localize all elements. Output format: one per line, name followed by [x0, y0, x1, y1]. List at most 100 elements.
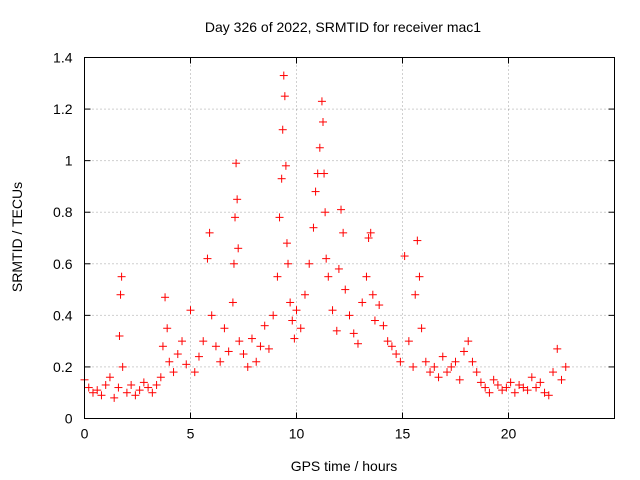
- data-point: [485, 388, 494, 397]
- data-point: [281, 161, 290, 170]
- data-point: [247, 334, 256, 343]
- data-point: [549, 368, 558, 377]
- data-point: [451, 357, 460, 366]
- data-point: [114, 383, 123, 392]
- data-point: [506, 378, 515, 387]
- data-point: [515, 380, 524, 389]
- data-point: [443, 368, 452, 377]
- grid: [84, 57, 615, 419]
- data-point: [252, 357, 261, 366]
- x-axis-label: GPS time / hours: [291, 458, 398, 474]
- data-point: [409, 362, 418, 371]
- data-point: [322, 254, 331, 263]
- data-point: [321, 208, 330, 217]
- data-point: [553, 344, 562, 353]
- x-tick-label: 15: [395, 426, 411, 442]
- data-point: [366, 228, 375, 237]
- data-point: [417, 324, 426, 333]
- data-point: [493, 380, 502, 389]
- data-point: [231, 213, 240, 222]
- data-point: [203, 254, 212, 263]
- data-point: [216, 357, 225, 366]
- data-point: [279, 71, 288, 80]
- data-point: [284, 259, 293, 268]
- data-point: [296, 324, 305, 333]
- data-point: [228, 298, 237, 307]
- plot-frame: [84, 57, 615, 419]
- data-point: [229, 259, 238, 268]
- data-point: [375, 301, 384, 310]
- data-point: [328, 306, 337, 315]
- data-point: [182, 360, 191, 369]
- data-point: [368, 290, 377, 299]
- data-point: [224, 347, 233, 356]
- y-tick-label: 1.2: [53, 101, 73, 117]
- data-point: [127, 380, 136, 389]
- data-point: [430, 362, 439, 371]
- data-point: [235, 337, 244, 346]
- data-point: [426, 368, 435, 377]
- data-point: [194, 352, 203, 361]
- data-point: [156, 373, 165, 382]
- data-point: [349, 329, 358, 338]
- y-tick-label: 0: [65, 411, 73, 427]
- data-point: [232, 159, 241, 168]
- data-point: [199, 337, 208, 346]
- data-point: [101, 380, 110, 389]
- data-point: [186, 306, 195, 315]
- data-point: [163, 324, 172, 333]
- data-point: [256, 342, 265, 351]
- data-point: [205, 228, 214, 237]
- x-tick-label: 20: [501, 426, 517, 442]
- x-tick-label: 5: [187, 426, 195, 442]
- data-point: [438, 352, 447, 361]
- data-point: [286, 298, 295, 307]
- data-point: [269, 311, 278, 320]
- data-point: [383, 337, 392, 346]
- data-point: [309, 223, 318, 232]
- data-point: [118, 362, 127, 371]
- data-point: [158, 342, 167, 351]
- data-point: [334, 264, 343, 273]
- data-point: [387, 342, 396, 351]
- data-point: [305, 259, 314, 268]
- data-point: [282, 239, 291, 248]
- data-point: [300, 290, 309, 299]
- x-tick-label: 10: [289, 426, 305, 442]
- data-point: [220, 324, 229, 333]
- data-point: [527, 373, 536, 382]
- y-tick-label: 0.8: [53, 204, 73, 220]
- data-point: [93, 386, 102, 395]
- data-point: [88, 388, 97, 397]
- data-point: [317, 97, 326, 106]
- chart-title: Day 326 of 2022, SRMTID for receiver mac…: [205, 19, 481, 35]
- data-point: [415, 272, 424, 281]
- data-point: [337, 205, 346, 214]
- data-point: [370, 316, 379, 325]
- data-point: [292, 306, 301, 315]
- data-point: [116, 290, 125, 299]
- y-tick-label: 0.2: [53, 359, 73, 375]
- axis-ticks: 0 5 10 15 20 0 0.2 0.4 0.6 0.8 1 1.2 1.4: [53, 50, 615, 442]
- data-point: [178, 337, 187, 346]
- data-point: [536, 378, 545, 387]
- data-point: [544, 391, 553, 400]
- data-point: [315, 143, 324, 152]
- data-point: [472, 368, 481, 377]
- data-point: [278, 125, 287, 134]
- data-point: [332, 326, 341, 335]
- data-point: [523, 386, 532, 395]
- data-point: [476, 378, 485, 387]
- data-point: [239, 350, 248, 359]
- data-point: [165, 357, 174, 366]
- data-point: [396, 357, 405, 366]
- data-point: [392, 350, 401, 359]
- data-point: [190, 368, 199, 377]
- data-point: [152, 380, 161, 389]
- data-point: [131, 391, 140, 400]
- data-point: [110, 393, 119, 402]
- data-point: [540, 388, 549, 397]
- y-tick-label: 0.6: [53, 256, 73, 272]
- data-point: [434, 373, 443, 382]
